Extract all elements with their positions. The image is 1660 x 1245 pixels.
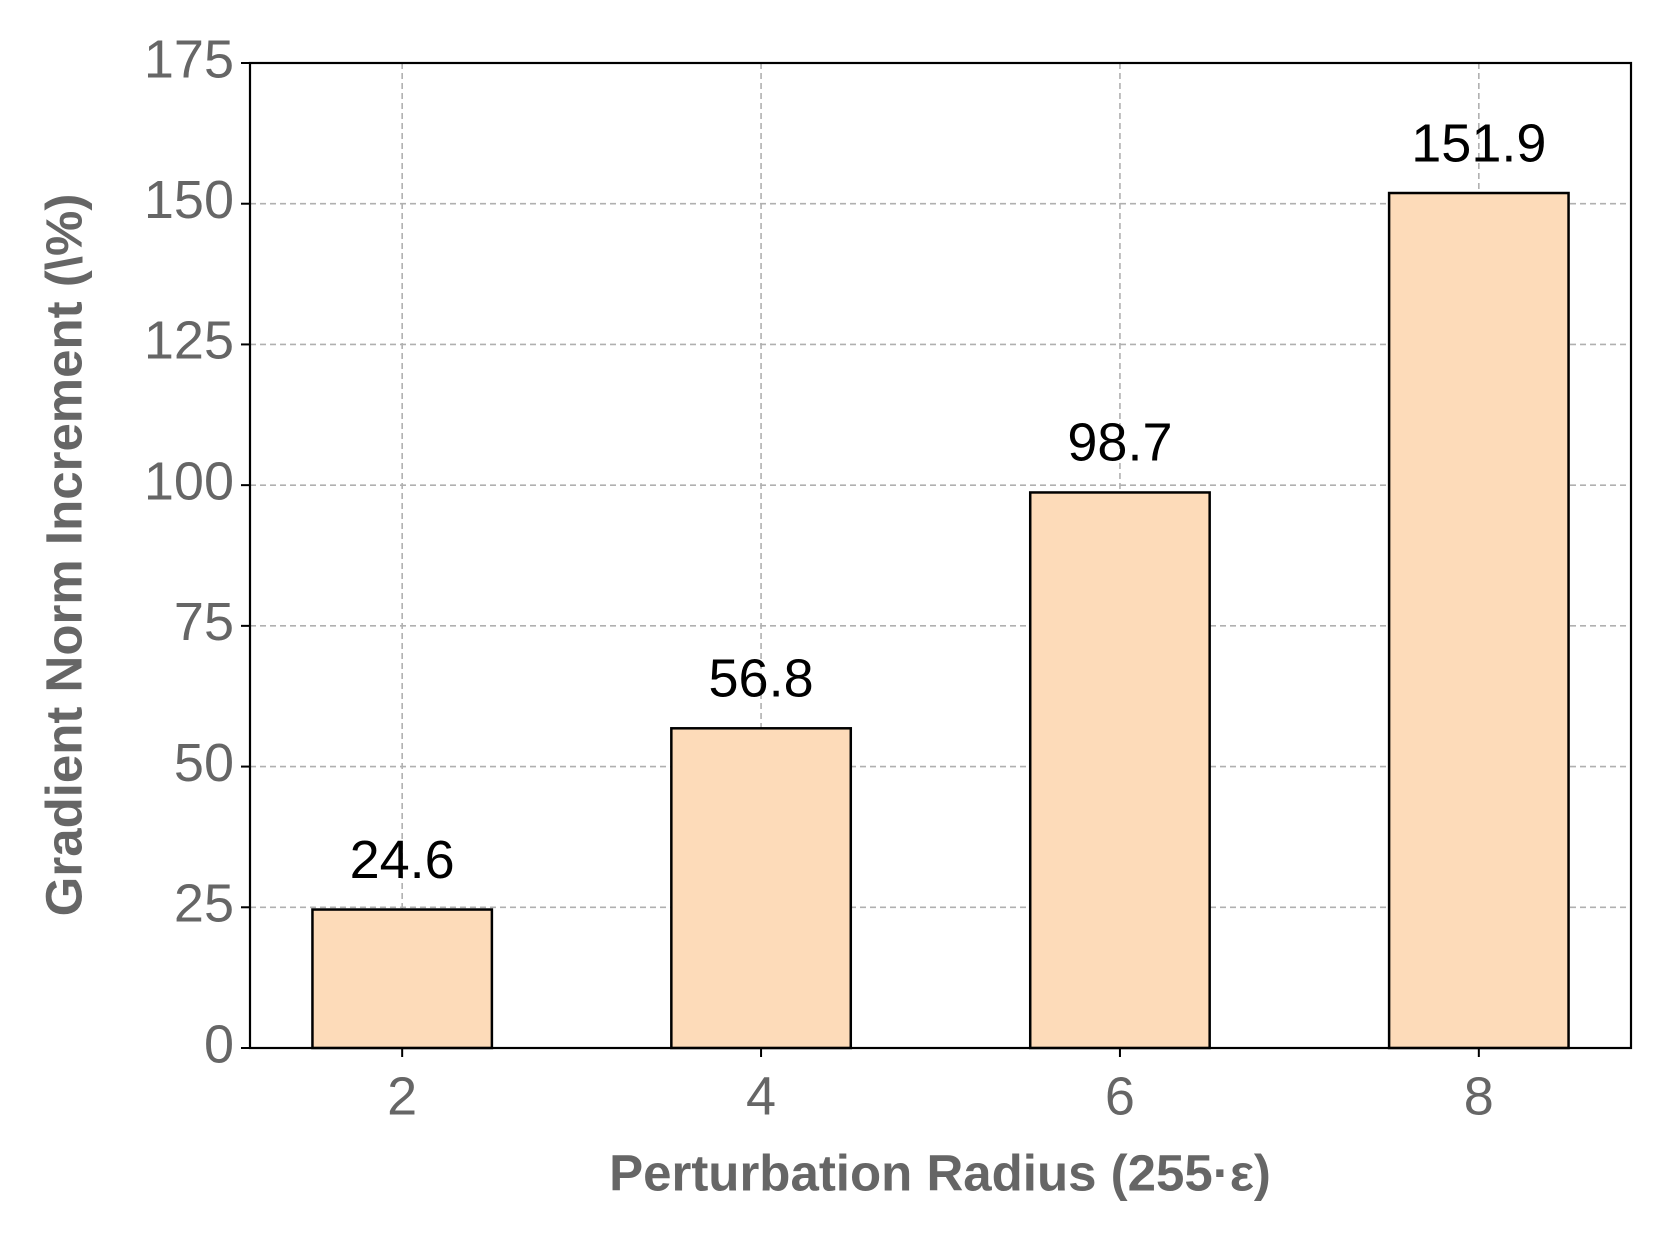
- bar: [1028, 491, 1211, 1050]
- value-label: 24.6: [350, 830, 455, 890]
- y-tick-label: 175: [144, 29, 234, 89]
- x-tick-label: 4: [746, 1066, 776, 1126]
- plot-frame: [248, 61, 1633, 1050]
- bar: [670, 727, 853, 1050]
- value-label: 98.7: [1067, 413, 1172, 473]
- y-axis-label: Gradient Norm Increment (\%): [35, 194, 92, 917]
- y-tick-label: 100: [144, 451, 234, 511]
- y-tick-label: 0: [204, 1014, 234, 1074]
- y-tick-label: 75: [174, 592, 234, 652]
- y-tick-label: 50: [174, 733, 234, 793]
- x-tick-label: 2: [387, 1066, 417, 1126]
- y-tick-label: 150: [144, 170, 234, 230]
- value-label: 151.9: [1411, 113, 1546, 173]
- y-tick-label: 125: [144, 311, 234, 371]
- x-tick-label: 8: [1464, 1066, 1494, 1126]
- bar: [1387, 191, 1570, 1050]
- value-label: 56.8: [709, 649, 814, 709]
- bar: [311, 908, 494, 1050]
- x-axis-label: Perturbation Radius (255·ε): [609, 1144, 1271, 1201]
- x-tick-label: 6: [1105, 1066, 1135, 1126]
- y-tick-label: 25: [174, 874, 234, 934]
